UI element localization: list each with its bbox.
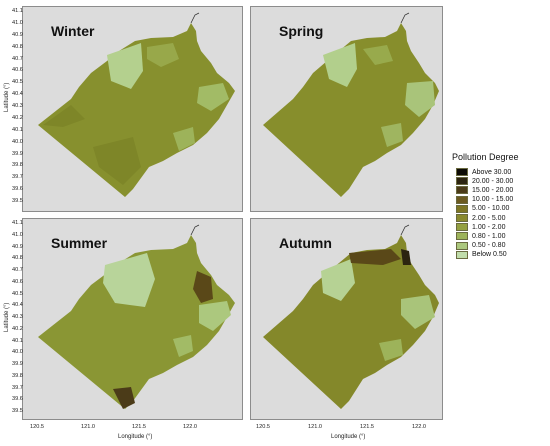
x-tick-label: 122.0 xyxy=(183,424,197,430)
season-title-autumn: Autumn xyxy=(279,235,332,251)
y-tick-label: 40.4 xyxy=(12,91,23,98)
legend-label: 2.00 - 5.00 xyxy=(472,214,506,222)
y-tick-label: 39.6 xyxy=(12,396,23,403)
y-tick-label: 40.2 xyxy=(12,114,23,121)
legend-label: Above 30.00 xyxy=(472,168,512,176)
legend-label: 20.00 - 30.00 xyxy=(472,177,514,185)
y-tick-label: 41.0 xyxy=(12,19,23,26)
legend-item: Below 0.50 xyxy=(456,250,507,259)
x-tick-label: 120.5 xyxy=(256,424,270,430)
y-tick-label: 39.8 xyxy=(12,162,23,169)
y-axis-label-top: Latitude (°) xyxy=(4,82,10,112)
x-tick-label: 120.5 xyxy=(30,424,44,430)
autumn-region-map xyxy=(263,224,439,409)
legend-item: 2.00 - 5.00 xyxy=(456,214,505,222)
y-tick-label: 40.5 xyxy=(12,290,23,297)
legend-swatch xyxy=(456,204,468,213)
legend-swatch xyxy=(456,250,468,259)
legend-swatch xyxy=(456,195,468,204)
y-tick-label: 40.6 xyxy=(12,278,23,285)
y-tick-label: 39.9 xyxy=(12,361,23,367)
x-tick-label: 121.5 xyxy=(360,424,374,430)
y-tick-label: 39.6 xyxy=(12,186,23,193)
y-tick-label: 40.8 xyxy=(12,43,23,50)
legend-label: 0.50 - 0.80 xyxy=(472,242,506,250)
y-tick-label: 40.0 xyxy=(12,349,23,356)
y-tick-label: 40.7 xyxy=(12,267,23,273)
legend-swatch xyxy=(456,186,468,195)
legend-label: Below 0.50 xyxy=(472,251,507,259)
legend-swatch xyxy=(456,168,468,176)
legend-item: 0.80 - 1.00 xyxy=(456,232,506,241)
legend-item: 1.00 - 2.00 xyxy=(456,223,506,232)
autumn-map-panel: Autumn xyxy=(250,218,443,420)
season-title-spring: Spring xyxy=(279,23,324,39)
legend-swatch xyxy=(456,241,468,250)
y-tick-label: 39.8 xyxy=(12,372,23,379)
y-tick-label: 41.0 xyxy=(12,231,23,238)
y-tick-label: 40.2 xyxy=(12,325,23,332)
legend-item: 5.00 - 10.00 xyxy=(456,204,510,213)
winter-map-panel: Winter xyxy=(22,6,243,212)
legend-label: 10.00 - 15.00 xyxy=(472,196,514,204)
winter-region-map xyxy=(38,12,235,197)
y-tick-label: 40.9 xyxy=(12,31,23,38)
legend-item: Above 30.00 xyxy=(456,168,511,176)
y-axis-label-bottom: Latitude (°) xyxy=(4,302,10,332)
legend-label: 1.00 - 2.00 xyxy=(472,223,506,231)
season-title-winter: Winter xyxy=(51,23,95,39)
y-tick-label: 40.6 xyxy=(12,67,23,74)
y-tick-label: 40.1 xyxy=(12,337,23,344)
x-tick-label: 121.0 xyxy=(81,424,95,430)
y-tick-label: 40.0 xyxy=(12,138,23,145)
legend-label: 15.00 - 20.00 xyxy=(472,186,514,194)
legend-item: 15.00 - 20.00 xyxy=(456,186,514,195)
legend-item: 0.50 - 0.80 xyxy=(456,241,506,250)
x-tick-label: 121.0 xyxy=(308,424,322,430)
legend-swatch xyxy=(456,214,468,222)
y-tick-label: 40.1 xyxy=(12,126,23,133)
legend-label: 5.00 - 10.00 xyxy=(472,205,510,213)
legend-swatch xyxy=(456,223,468,232)
summer-map-panel: Summer xyxy=(22,218,243,420)
y-tick-label: 40.4 xyxy=(12,302,23,309)
y-tick-label: 39.7 xyxy=(12,384,23,391)
y-tick-label: 41.1 xyxy=(12,8,23,14)
spring-region-map xyxy=(263,12,439,197)
x-axis-label-right: Longitude (°) xyxy=(331,434,366,440)
x-tick-label: 121.5 xyxy=(132,424,146,430)
y-tick-label: 40.5 xyxy=(12,79,23,86)
y-tick-label: 39.9 xyxy=(12,150,23,157)
y-tick-label: 40.9 xyxy=(12,243,23,250)
y-tick-label: 39.7 xyxy=(12,174,23,181)
spring-map-panel: Spring xyxy=(250,6,443,212)
legend-swatch xyxy=(456,232,468,241)
summer-region-map xyxy=(38,224,235,409)
x-axis-label-left: Longitude (°) xyxy=(118,434,153,440)
y-tick-label: 41.1 xyxy=(12,220,23,226)
season-title-summer: Summer xyxy=(51,235,108,251)
y-tick-label: 39.5 xyxy=(12,408,23,414)
y-tick-label: 40.8 xyxy=(12,255,23,262)
legend-item: 20.00 - 30.00 xyxy=(456,177,514,186)
y-tick-label: 40.3 xyxy=(12,314,23,320)
legend-title: Pollution Degree xyxy=(452,152,519,162)
legend-swatch xyxy=(456,177,468,186)
legend-label: 0.80 - 1.00 xyxy=(472,232,506,240)
x-tick-label: 122.0 xyxy=(412,424,426,430)
y-tick-label: 40.7 xyxy=(12,55,23,62)
y-tick-label: 40.3 xyxy=(12,103,23,109)
y-tick-label: 39.5 xyxy=(12,198,23,204)
legend-item: 10.00 - 15.00 xyxy=(456,195,514,204)
